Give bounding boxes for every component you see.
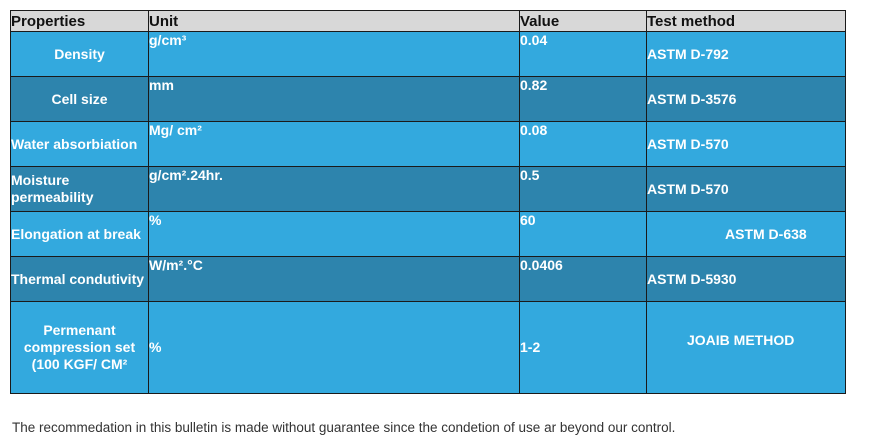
table-row: Permenant compression set (100 KGF/ CM² …: [10, 301, 846, 394]
property-name: Cell size: [51, 90, 108, 107]
property-cell: Cell size: [10, 76, 149, 122]
test-method-cell: ASTM D-5930: [646, 256, 846, 302]
disclaimer-footnote: The recommedation in this bulletin is ma…: [12, 420, 676, 435]
property-name: Density: [54, 45, 105, 62]
value-cell: 0.08: [519, 121, 647, 167]
properties-table: Properties Unit Value Test method Densit…: [10, 10, 846, 394]
test-method-cell: ASTM D-3576: [646, 76, 846, 122]
value-cell: 0.0406: [519, 256, 647, 302]
header-value: Value: [519, 10, 647, 32]
property-cell: Thermal condutivity: [10, 256, 149, 302]
property-name: Permenant compression set (100 KGF/ CM²: [23, 322, 136, 372]
test-method-cell: ASTM D-638: [646, 211, 846, 257]
table-row: Elongation at break % 60 ASTM D-638: [10, 211, 846, 257]
table-row: Density g/cm³ 0.04 ASTM D-792: [10, 31, 846, 77]
header-test-method: Test method: [646, 10, 846, 32]
property-name: Thermal condutivity: [11, 270, 145, 287]
unit-cell: %: [148, 301, 520, 394]
value-cell: 0.5: [519, 166, 647, 212]
test-method-cell: ASTM D-570: [646, 166, 846, 212]
test-method-cell: ASTM D-570: [646, 121, 846, 167]
table-row: Water absorbiation Mg/ cm² 0.08 ASTM D-5…: [10, 121, 846, 167]
property-cell: Permenant compression set (100 KGF/ CM²: [10, 301, 149, 394]
property-cell: Moisture permeability: [10, 166, 149, 212]
property-cell: Density: [10, 31, 149, 77]
properties-table-container: Properties Unit Value Test method Densit…: [10, 10, 846, 394]
header-properties: Properties: [10, 10, 149, 32]
header-unit: Unit: [148, 10, 520, 32]
value-cell: 60: [519, 211, 647, 257]
test-method-cell: JOAIB METHOD: [646, 301, 846, 394]
unit-cell: g/cm².24hr.: [148, 166, 520, 212]
table-header-row: Properties Unit Value Test method: [10, 10, 846, 32]
table-row: Moisture permeability g/cm².24hr. 0.5 AS…: [10, 166, 846, 212]
property-cell: Elongation at break: [10, 211, 149, 257]
value-cell: 1-2: [519, 301, 647, 394]
value-cell: 0.82: [519, 76, 647, 122]
test-method-cell: ASTM D-792: [646, 31, 846, 77]
property-name: Moisture permeability: [11, 172, 94, 205]
unit-cell: %: [148, 211, 520, 257]
property-name: Water absorbiation: [11, 135, 138, 152]
value-cell: 0.04: [519, 31, 647, 77]
table-row: Thermal condutivity W/m².°C 0.0406 ASTM …: [10, 256, 846, 302]
table-row: Cell size mm 0.82 ASTM D-3576: [10, 76, 846, 122]
unit-cell: mm: [148, 76, 520, 122]
unit-cell: W/m².°C: [148, 256, 520, 302]
property-cell: Water absorbiation: [10, 121, 149, 167]
unit-cell: Mg/ cm²: [148, 121, 520, 167]
property-name: Elongation at break: [11, 225, 141, 242]
unit-cell: g/cm³: [148, 31, 520, 77]
